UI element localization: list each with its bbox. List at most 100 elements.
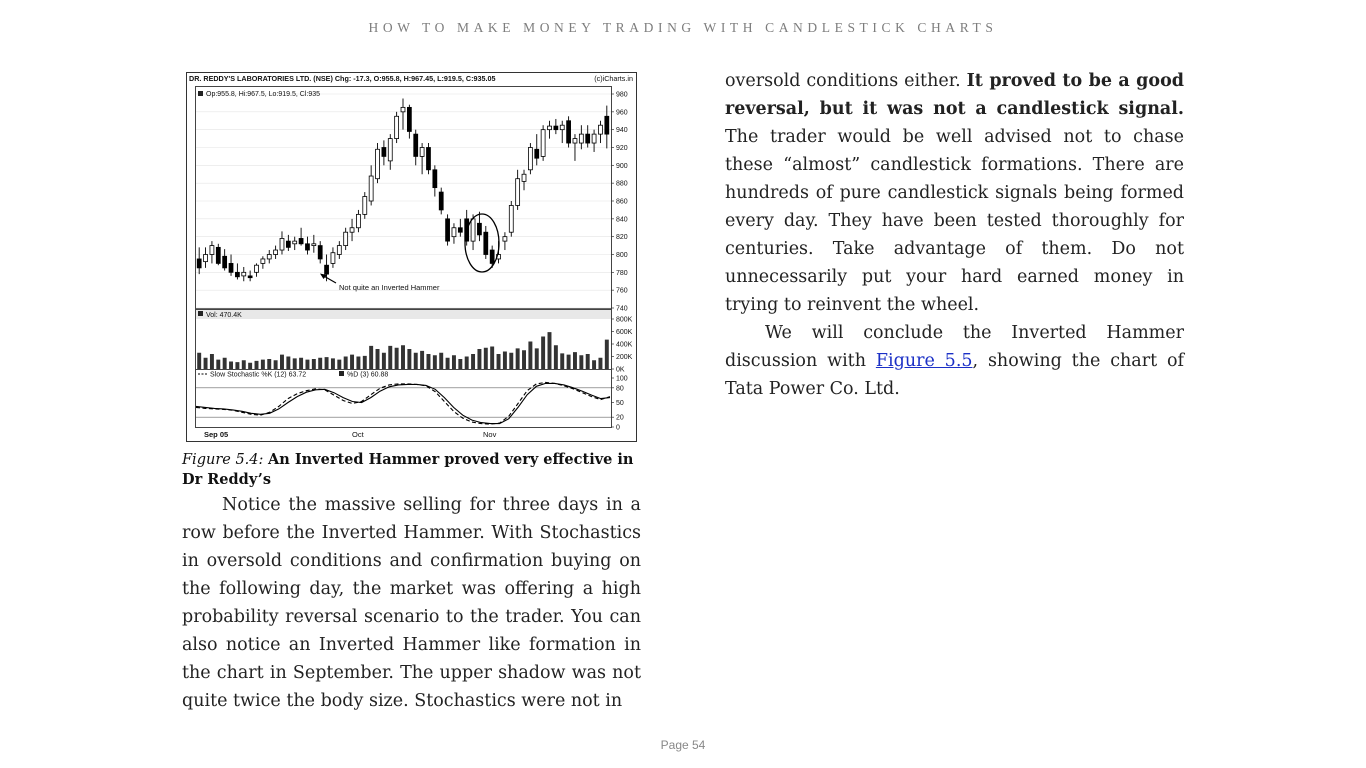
price-tick-label: 740	[616, 306, 628, 313]
candle-up	[343, 231, 349, 246]
volume-bar	[553, 345, 558, 369]
volume-bar	[324, 357, 329, 369]
stochastic-tick-label: 80	[616, 385, 624, 392]
candle-down	[585, 133, 591, 144]
volume-bar	[267, 359, 272, 369]
stochastic-axis-ticks: 0 20 50 80 100	[611, 376, 628, 432]
chart-annotation: Not quite an Inverted Hammer	[339, 283, 440, 292]
volume-bar	[222, 357, 227, 369]
candle-up	[356, 213, 361, 229]
volume-bar	[369, 345, 374, 369]
candle-up	[260, 258, 266, 264]
stochastic-tick-label: 50	[616, 400, 624, 407]
candle-down	[196, 258, 202, 269]
inverted-hammer-circle	[464, 213, 500, 273]
volume-bar	[286, 356, 291, 369]
candle-down	[317, 245, 323, 260]
volume-bar	[229, 361, 234, 369]
volume-bar	[401, 345, 405, 369]
volume-legend-band	[196, 310, 611, 319]
volume-bar	[439, 352, 444, 369]
volume-bar	[451, 355, 456, 369]
volume-bar	[420, 350, 425, 369]
candle-up	[521, 173, 527, 182]
volume-bar	[299, 357, 304, 369]
volume-bar	[413, 352, 418, 369]
price-axis-ticks: 740 760 780 800 820 840 860 880 900 920 940 960 980	[611, 92, 628, 313]
volume-bar	[197, 352, 202, 369]
running-header: HOW TO MAKE MONEY TRADING WITH CANDLESTI…	[368, 20, 998, 35]
right-paragraph-1: oversold conditions either. It proved to…	[725, 67, 1184, 319]
candle-up	[241, 271, 247, 277]
volume-tick-label: 0K	[616, 367, 625, 374]
volume-legend: Vol: 470.4K	[206, 312, 242, 319]
price-tick-label: 780	[616, 270, 628, 277]
volume-bar	[432, 355, 437, 369]
volume-bar	[515, 348, 520, 369]
volume-bar	[426, 354, 431, 369]
right-paragraph-2: We will conclude the Inverted Hammer dis…	[725, 319, 1184, 403]
right-p1-bold: It proved to be a good reversal, but it …	[725, 71, 1184, 119]
volume-tick-label: 800K	[616, 317, 633, 324]
candlestick-chart: DR. REDDY'S LABORATORIES LTD. (NSE) Chg:…	[186, 72, 637, 442]
stoch-d-legend-marker	[339, 371, 344, 376]
candle-up	[273, 249, 278, 255]
candle-down	[438, 191, 444, 211]
candle-down	[222, 255, 228, 269]
volume-bar	[458, 359, 463, 369]
chart-title: DR. REDDY'S LABORATORIES LTD. (NSE) Chg:…	[189, 74, 495, 83]
candle-up	[559, 124, 565, 131]
figure-5-5-link[interactable]: Figure 5.5	[875, 351, 973, 371]
stoch-d-legend: %D (3) 60.88	[347, 372, 388, 379]
candle-up	[502, 236, 508, 242]
price-legend-marker	[198, 91, 203, 96]
price-tick-label: 800	[616, 252, 628, 259]
volume-tick-label: 400K	[616, 342, 633, 349]
date-label-oct: Oct	[352, 430, 365, 439]
candle-down	[413, 133, 419, 157]
right-p2-start: We will conclude the Inverted Hammer dis…	[725, 323, 1184, 371]
volume-bar	[350, 354, 355, 369]
candle-up	[528, 147, 533, 171]
volume-bar	[394, 347, 399, 369]
volume-bar	[292, 358, 297, 369]
volume-bar	[273, 360, 278, 369]
candle-down	[215, 246, 221, 264]
stochastic-tick-label: 20	[616, 415, 624, 422]
price-tick-label: 820	[616, 234, 628, 241]
candle-up	[578, 133, 584, 144]
candle-up	[203, 254, 208, 263]
volume-tick-label: 200K	[616, 354, 633, 361]
volume-bar	[585, 354, 590, 369]
candle-down	[566, 120, 571, 144]
price-tick-label: 880	[616, 181, 628, 188]
candle-up	[266, 254, 272, 260]
candle-up	[330, 252, 336, 264]
volume-bar	[528, 341, 533, 369]
candle-down	[406, 106, 412, 132]
volume-bar	[381, 352, 386, 369]
candle-up	[362, 196, 368, 215]
candle-down	[247, 275, 253, 279]
price-legend: Op:955.8, Hi:967.5, Lo:919.5, Cl:935	[206, 91, 320, 98]
candle-down	[477, 222, 482, 236]
volume-bar	[604, 339, 609, 369]
volume-bar	[305, 359, 310, 369]
price-tick-label: 760	[616, 288, 628, 295]
price-tick-label: 960	[616, 109, 628, 116]
candle-down	[426, 147, 431, 171]
volume-bar	[477, 349, 482, 369]
volume-bar	[254, 360, 259, 369]
volume-bar	[407, 349, 412, 369]
volume-bar	[260, 359, 265, 369]
volume-bar	[541, 336, 546, 369]
volume-bar	[209, 354, 214, 369]
price-tick-label: 940	[616, 127, 628, 134]
candle-up	[400, 106, 406, 113]
candle-up	[349, 227, 355, 233]
volume-bar	[241, 360, 246, 369]
candle-down	[381, 147, 387, 157]
candle-up	[387, 138, 393, 162]
volume-bar	[388, 345, 393, 369]
right-p1-end: The trader would be well advised not to …	[725, 127, 1184, 315]
